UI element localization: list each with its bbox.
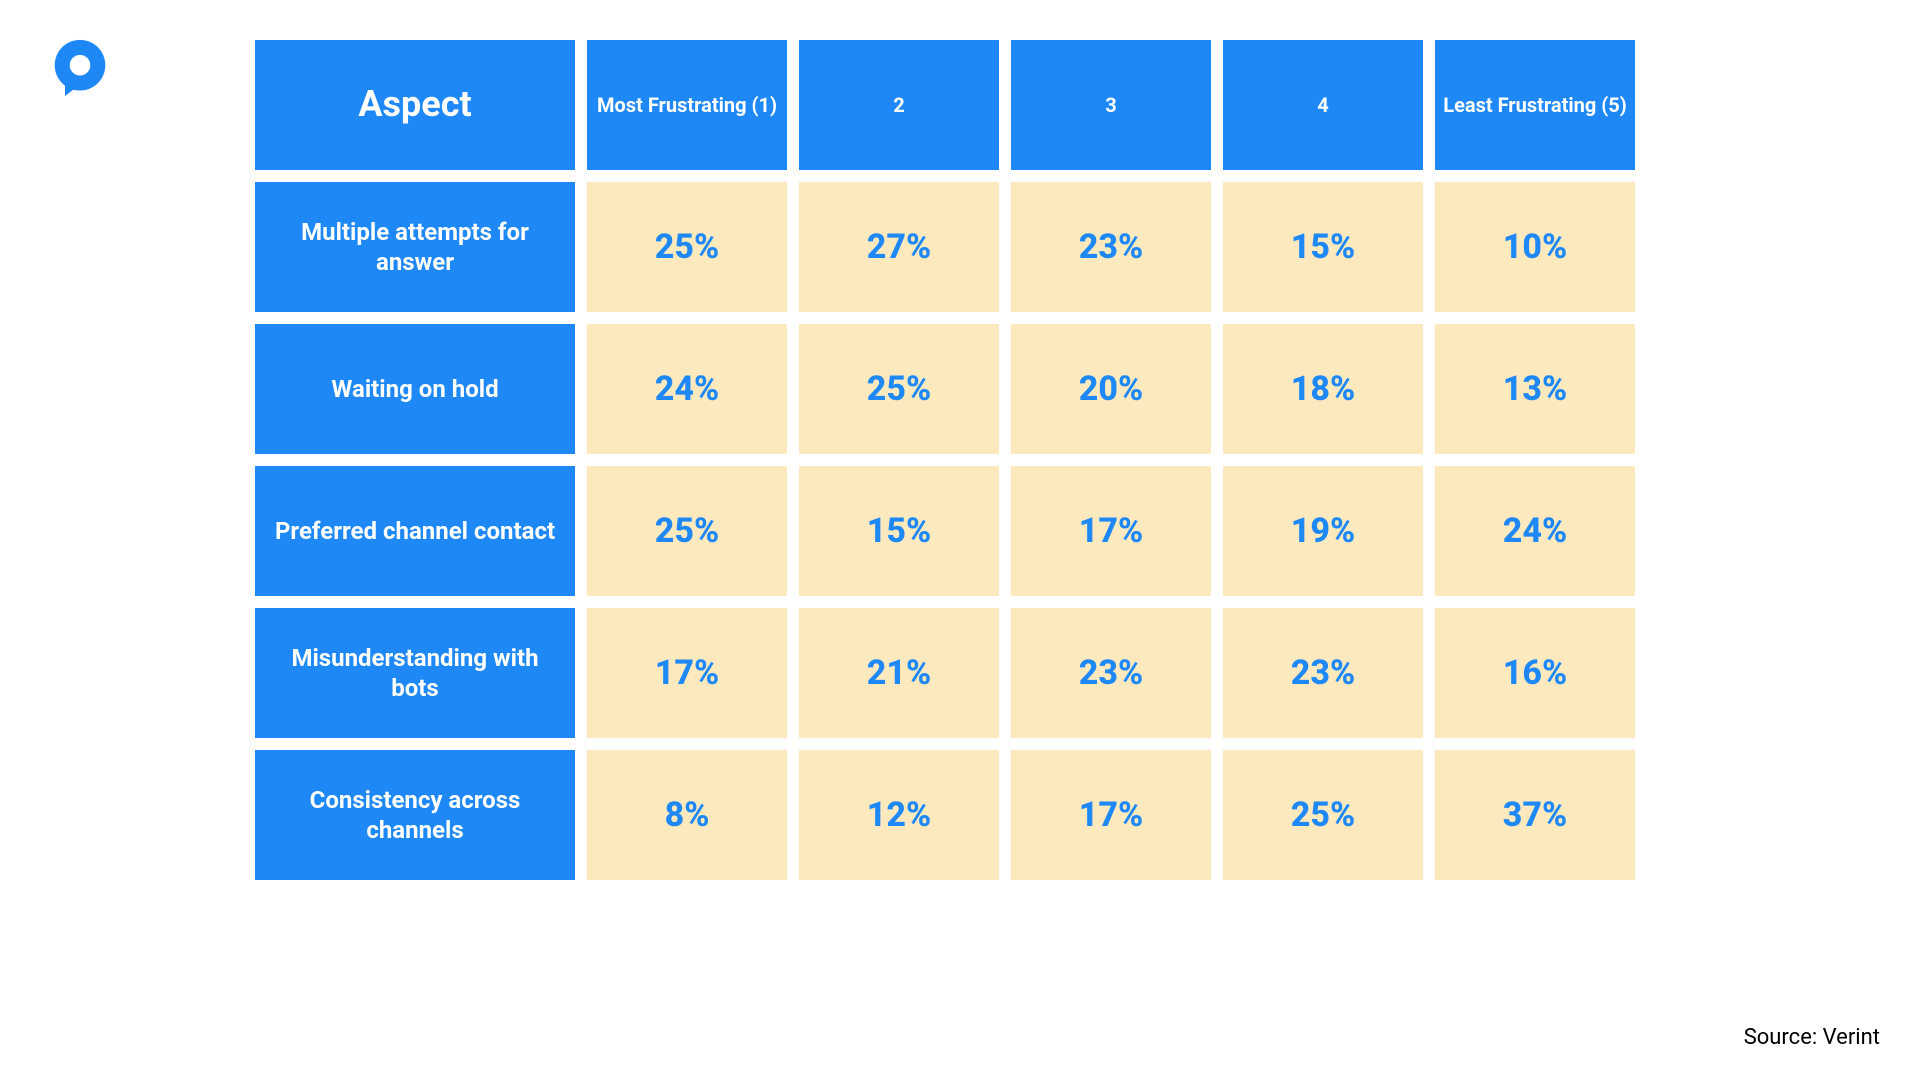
table-cell: 13% [1435,324,1635,454]
header-col-3: 3 [1011,40,1211,170]
table-cell: 19% [1223,466,1423,596]
table-cell: 12% [799,750,999,880]
table-cell: 17% [1011,750,1211,880]
table-cell: 25% [799,324,999,454]
header-col-4: 4 [1223,40,1423,170]
header-aspect: Aspect [255,40,575,170]
row-label: Multiple attempts for answer [255,182,575,312]
header-col-2: 2 [799,40,999,170]
table-cell: 23% [1223,608,1423,738]
table-cell: 27% [799,182,999,312]
table-cell: 23% [1011,608,1211,738]
table-cell: 25% [587,466,787,596]
header-col-1: Most Frustrating (1) [587,40,787,170]
table-cell: 8% [587,750,787,880]
frustration-table: AspectMost Frustrating (1)234Least Frust… [255,40,1635,880]
table-cell: 37% [1435,750,1635,880]
table-cell: 17% [1011,466,1211,596]
source-attribution: Source: Verint [1744,1025,1880,1050]
table-cell: 24% [1435,466,1635,596]
brand-logo [50,38,110,98]
row-label: Waiting on hold [255,324,575,454]
table-cell: 15% [1223,182,1423,312]
table-cell: 18% [1223,324,1423,454]
table-cell: 17% [587,608,787,738]
table-cell: 16% [1435,608,1635,738]
chat-bubble-icon [50,38,110,98]
table-cell: 15% [799,466,999,596]
table-cell: 24% [587,324,787,454]
table-cell: 20% [1011,324,1211,454]
row-label: Consistency across channels [255,750,575,880]
table-cell: 21% [799,608,999,738]
header-col-5: Least Frustrating (5) [1435,40,1635,170]
row-label: Misunderstanding with bots [255,608,575,738]
row-label: Preferred channel contact [255,466,575,596]
table-cell: 23% [1011,182,1211,312]
table-cell: 25% [587,182,787,312]
table-cell: 25% [1223,750,1423,880]
table-cell: 10% [1435,182,1635,312]
